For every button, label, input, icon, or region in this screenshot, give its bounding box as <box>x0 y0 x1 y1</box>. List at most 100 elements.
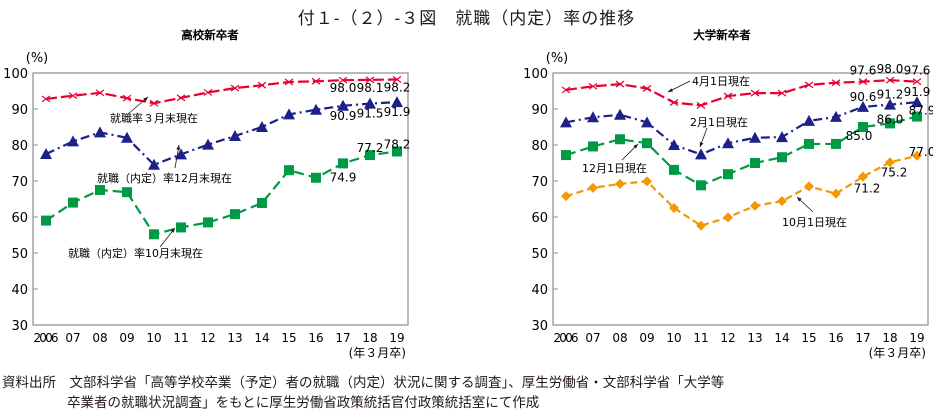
data-point <box>750 200 760 211</box>
data-point <box>561 191 571 202</box>
x-tick-label: 19 <box>389 331 404 345</box>
x-tick-label: 13 <box>227 331 242 345</box>
series-annotation: 就職（内定）率12月末現在 <box>97 171 232 185</box>
data-point <box>257 197 267 208</box>
data-label: 91.9 <box>904 85 931 99</box>
x-tick-label: 16 <box>828 331 843 345</box>
x-tick-label: 14 <box>774 331 789 345</box>
data-point <box>669 203 679 213</box>
x-tick-label: 2006 <box>554 331 579 345</box>
data-point <box>338 76 348 84</box>
data-point <box>587 111 599 123</box>
data-label: 98.0 <box>330 81 357 95</box>
data-label: 77.2 <box>357 141 384 155</box>
data-label: 87.9 <box>909 104 933 118</box>
data-point <box>364 97 376 109</box>
data-point <box>311 172 321 183</box>
data-point <box>149 99 159 107</box>
data-point <box>669 164 679 175</box>
arrow-head-icon <box>633 144 638 149</box>
series-annotation: 就職（内定）率10月末現在 <box>68 246 203 260</box>
data-label: 71.2 <box>854 182 881 196</box>
data-point <box>229 130 241 141</box>
data-point <box>723 169 733 180</box>
x-tick-label: 12 <box>720 331 735 345</box>
x-tick-label: 18 <box>362 331 377 345</box>
x-axis-unit: (年３月卒) <box>349 346 406 360</box>
data-point <box>365 76 375 84</box>
data-point <box>202 138 214 150</box>
x-tick-label: 08 <box>92 331 107 345</box>
data-point <box>696 220 706 231</box>
data-label: 90.9 <box>330 109 357 123</box>
data-label: 98.2 <box>384 80 411 94</box>
data-point <box>338 158 348 169</box>
data-label: 75.2 <box>881 165 908 179</box>
data-point <box>230 209 240 220</box>
data-point <box>912 150 922 161</box>
data-point <box>68 197 78 208</box>
x-tick-label: 17 <box>855 331 870 345</box>
data-point <box>858 171 868 182</box>
data-point <box>803 114 815 126</box>
data-label: 78.2 <box>384 137 411 151</box>
data-point <box>67 135 79 147</box>
series-annotation: 就職率３月末現在 <box>110 111 198 125</box>
data-point <box>777 89 787 97</box>
data-point <box>256 121 268 132</box>
data-label: 91.5 <box>357 107 384 121</box>
data-point <box>615 134 625 145</box>
y-axis-unit: (%) <box>546 51 569 66</box>
data-point <box>95 89 105 97</box>
data-point <box>615 80 625 88</box>
y-tick-label: 90 <box>11 103 28 118</box>
data-point <box>776 131 788 143</box>
data-point <box>831 138 841 149</box>
data-label: 91.2 <box>877 88 904 102</box>
x-tick-label: 15 <box>281 331 296 345</box>
series-annotation: 4月1日現在 <box>692 75 750 88</box>
x-tick-label: 09 <box>639 331 654 345</box>
data-point <box>642 176 652 187</box>
y-tick-label: 60 <box>11 211 28 226</box>
data-point <box>696 101 706 109</box>
plot-frame <box>552 72 929 326</box>
arrow-head-icon <box>170 228 175 233</box>
data-label: 77.0 <box>909 145 933 159</box>
x-tick-label: 19 <box>909 331 924 345</box>
data-point <box>642 138 652 149</box>
data-point <box>588 82 598 90</box>
y-tick-label: 80 <box>531 139 548 154</box>
y-axis-unit: (%) <box>26 51 49 66</box>
data-label: 98.1 <box>357 81 384 95</box>
data-point <box>642 85 652 92</box>
x-axis-unit: (年３月卒) <box>869 346 926 360</box>
x-tick-label: 10 <box>146 331 161 345</box>
arrow-head-icon <box>699 142 704 147</box>
x-tick-label: 11 <box>693 331 708 345</box>
y-tick-label: 100 <box>3 67 28 82</box>
y-tick-label: 30 <box>531 319 548 334</box>
series-line <box>565 101 918 156</box>
figure-title: 付１-（２）-３図 就職（内定）率の推移 <box>297 9 636 29</box>
data-point <box>337 99 349 111</box>
data-label: 85.0 <box>846 129 873 143</box>
data-point <box>283 108 295 120</box>
data-point <box>912 111 922 122</box>
data-point <box>41 215 51 226</box>
x-tick-label: 08 <box>612 331 627 345</box>
source-line-1: 資料出所 文部科学省「高等学校卒業（予定）者の就職（内定）状況に関する調査」、厚… <box>2 375 725 391</box>
x-tick-label: 18 <box>882 331 897 345</box>
y-tick-label: 50 <box>11 247 28 262</box>
data-point <box>722 137 734 149</box>
arrow-head-icon <box>143 97 148 102</box>
series-annotation: 10月1日現在 <box>782 216 847 229</box>
data-label: 97.6 <box>904 64 931 78</box>
data-point <box>615 178 625 189</box>
x-tick-label: 2006 <box>34 331 59 345</box>
data-point <box>831 188 841 199</box>
data-point <box>392 76 402 83</box>
data-point <box>668 139 680 150</box>
chart-university: 大学新卒者 (%) 30 40 50 60 70 80 90 100 2006 07 08 09 10 11 1… <box>523 28 933 360</box>
